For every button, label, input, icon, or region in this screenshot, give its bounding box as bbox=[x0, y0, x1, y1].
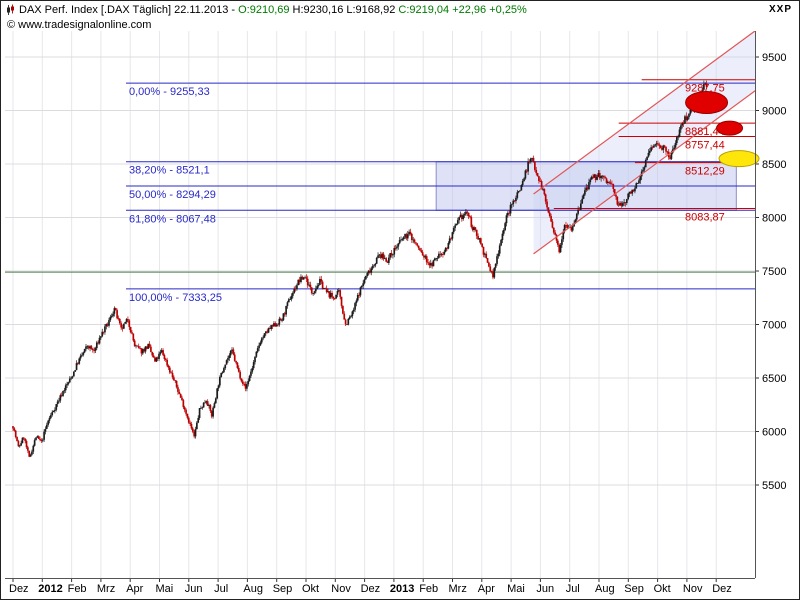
svg-text:5500: 5500 bbox=[762, 480, 786, 492]
candlestick-series bbox=[12, 80, 708, 458]
svg-text:Jul: Jul bbox=[214, 583, 228, 595]
svg-text:Okt: Okt bbox=[654, 583, 671, 595]
svg-text:Dez: Dez bbox=[361, 583, 381, 595]
chart-header: DAX Perf. Index [.DAX Täglich] 22.11.201… bbox=[6, 4, 527, 16]
svg-text:8000: 8000 bbox=[762, 213, 786, 225]
svg-text:Mrz: Mrz bbox=[97, 583, 115, 595]
axis-frame bbox=[5, 31, 756, 579]
svg-text:8757,44: 8757,44 bbox=[685, 139, 725, 151]
trend-channel-fill bbox=[533, 31, 755, 254]
fibonacci-lines bbox=[126, 82, 755, 290]
svg-text:7000: 7000 bbox=[762, 320, 786, 332]
svg-text:9287,75: 9287,75 bbox=[685, 83, 725, 95]
svg-text:Mai: Mai bbox=[156, 583, 174, 595]
trend-channel-lines bbox=[533, 31, 755, 255]
svg-text:7500: 7500 bbox=[762, 266, 786, 278]
svg-text:9000: 9000 bbox=[762, 106, 786, 118]
svg-text:Nov: Nov bbox=[331, 583, 351, 595]
svg-text:Okt: Okt bbox=[302, 583, 319, 595]
svg-text:Sep: Sep bbox=[624, 583, 644, 595]
svg-text:Aug: Aug bbox=[243, 583, 263, 595]
title-segment: DAX Perf. Index [.DAX Täglich] 22.11.201… bbox=[19, 4, 232, 16]
fibonacci-labels: 0,00% - 9255,33 38,20% - 8521,1 50,00% - 8… bbox=[129, 86, 222, 304]
svg-text:2012: 2012 bbox=[38, 583, 62, 595]
svg-text:61,80% - 8067,48: 61,80% - 8067,48 bbox=[129, 213, 216, 225]
title-segment: L:9168,92 bbox=[343, 4, 396, 16]
svg-text:Sep: Sep bbox=[273, 583, 293, 595]
candlestick-icon bbox=[6, 4, 15, 16]
svg-text:6000: 6000 bbox=[762, 427, 786, 439]
svg-text:Dez: Dez bbox=[712, 583, 732, 595]
svg-text:Jul: Jul bbox=[566, 583, 580, 595]
title-segment: - bbox=[231, 4, 239, 16]
chart-title: DAX Perf. Index [.DAX Täglich] 22.11.201… bbox=[19, 4, 527, 16]
svg-text:Feb: Feb bbox=[68, 583, 87, 595]
svg-text:8512,29: 8512,29 bbox=[685, 166, 725, 178]
svg-text:Apr: Apr bbox=[478, 583, 495, 595]
svg-text:Feb: Feb bbox=[419, 583, 438, 595]
annotation-ellipses bbox=[685, 90, 760, 168]
svg-text:100,00% - 7333,25: 100,00% - 7333,25 bbox=[129, 292, 222, 304]
month-gridlines bbox=[12, 31, 717, 578]
svg-text:0,00% - 9255,33: 0,00% - 9255,33 bbox=[129, 86, 210, 98]
svg-text:Dez: Dez bbox=[9, 583, 29, 595]
svg-text:6500: 6500 bbox=[762, 373, 786, 385]
svg-text:Aug: Aug bbox=[595, 583, 615, 595]
svg-text:Jun: Jun bbox=[536, 583, 554, 595]
svg-text:Mai: Mai bbox=[507, 583, 525, 595]
title-segment: C:9219,04 +22,96 +0,25% bbox=[398, 4, 527, 16]
svg-text:Nov: Nov bbox=[683, 583, 703, 595]
svg-text:Apr: Apr bbox=[126, 583, 143, 595]
svg-text:8881,44: 8881,44 bbox=[685, 126, 725, 138]
x-axis-labels: Dez 2012 Feb Mrz Apr Mai Jun Jul Aug Sep Okt Nov Dez… bbox=[9, 578, 732, 595]
svg-text:Mrz: Mrz bbox=[449, 583, 467, 595]
svg-text:50,00% - 8294,29: 50,00% - 8294,29 bbox=[129, 189, 216, 201]
copyright-label: © www.tradesignalonline.com bbox=[7, 19, 152, 31]
title-segment: O:9210,69 bbox=[238, 4, 290, 16]
corner-button[interactable]: XXP bbox=[768, 4, 792, 15]
svg-text:38,20% - 8521,1: 38,20% - 8521,1 bbox=[129, 165, 210, 177]
svg-text:8500: 8500 bbox=[762, 159, 786, 171]
y-axis-labels: 9500 9000 8500 8000 7500 7000 6500 6000 5500 bbox=[755, 52, 786, 492]
svg-text:2013: 2013 bbox=[390, 583, 414, 595]
title-segment: H:9230,16 bbox=[289, 4, 344, 16]
svg-text:9500: 9500 bbox=[762, 52, 786, 64]
svg-text:Jun: Jun bbox=[185, 583, 203, 595]
svg-text:8083,87: 8083,87 bbox=[685, 212, 725, 224]
